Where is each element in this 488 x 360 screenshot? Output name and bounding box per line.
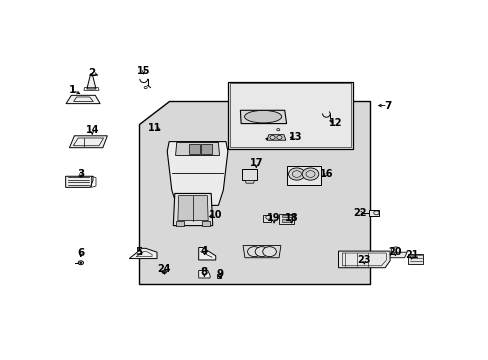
- Polygon shape: [178, 195, 208, 221]
- Text: 22: 22: [352, 208, 366, 218]
- Circle shape: [390, 247, 400, 253]
- Text: 14: 14: [85, 125, 99, 135]
- Polygon shape: [202, 221, 210, 226]
- Text: 19: 19: [267, 213, 280, 224]
- Polygon shape: [176, 221, 183, 226]
- Polygon shape: [129, 248, 157, 258]
- Circle shape: [255, 247, 268, 257]
- Polygon shape: [66, 95, 100, 104]
- Polygon shape: [216, 274, 221, 278]
- Polygon shape: [198, 270, 210, 278]
- Polygon shape: [245, 180, 254, 183]
- Polygon shape: [69, 136, 107, 148]
- Polygon shape: [173, 193, 212, 226]
- Text: 4: 4: [200, 246, 207, 256]
- Polygon shape: [139, 102, 369, 284]
- Bar: [229, 84, 350, 147]
- Bar: [281, 215, 291, 217]
- Text: 11: 11: [148, 123, 162, 133]
- Circle shape: [90, 74, 93, 76]
- Text: 16: 16: [319, 169, 332, 179]
- Bar: [263, 215, 270, 222]
- Polygon shape: [387, 252, 407, 258]
- Bar: [286, 166, 320, 185]
- Text: 17: 17: [249, 158, 263, 168]
- Text: 7: 7: [384, 100, 391, 111]
- Bar: [281, 219, 291, 222]
- Ellipse shape: [244, 111, 281, 123]
- Text: 23: 23: [357, 255, 370, 265]
- Circle shape: [288, 168, 305, 180]
- Polygon shape: [198, 247, 215, 260]
- Circle shape: [262, 247, 276, 257]
- Text: 5: 5: [135, 247, 142, 257]
- Text: 9: 9: [216, 269, 224, 279]
- Text: 21: 21: [404, 250, 418, 260]
- Bar: [201, 144, 211, 153]
- Text: 8: 8: [201, 267, 207, 277]
- Polygon shape: [338, 251, 389, 268]
- Text: 24: 24: [157, 264, 171, 274]
- Text: 18: 18: [284, 213, 298, 224]
- Text: 1: 1: [69, 85, 76, 95]
- Text: 20: 20: [388, 247, 401, 257]
- Bar: [227, 82, 352, 149]
- Circle shape: [80, 262, 82, 264]
- Circle shape: [302, 168, 318, 180]
- Text: 3: 3: [77, 169, 84, 179]
- Polygon shape: [65, 176, 93, 187]
- Text: 2: 2: [88, 68, 96, 78]
- Polygon shape: [167, 141, 227, 205]
- Polygon shape: [175, 143, 219, 156]
- Circle shape: [265, 138, 267, 140]
- Polygon shape: [87, 75, 96, 89]
- Polygon shape: [266, 135, 285, 140]
- Text: 6: 6: [77, 248, 84, 258]
- Bar: [368, 210, 379, 216]
- Bar: [189, 144, 200, 153]
- Text: 12: 12: [328, 118, 342, 128]
- Text: 15: 15: [137, 66, 150, 76]
- Polygon shape: [240, 110, 286, 123]
- Bar: [242, 169, 257, 180]
- Text: 10: 10: [208, 210, 222, 220]
- Bar: [279, 214, 293, 225]
- Circle shape: [247, 247, 261, 257]
- Text: 13: 13: [288, 132, 302, 143]
- Bar: [407, 254, 423, 264]
